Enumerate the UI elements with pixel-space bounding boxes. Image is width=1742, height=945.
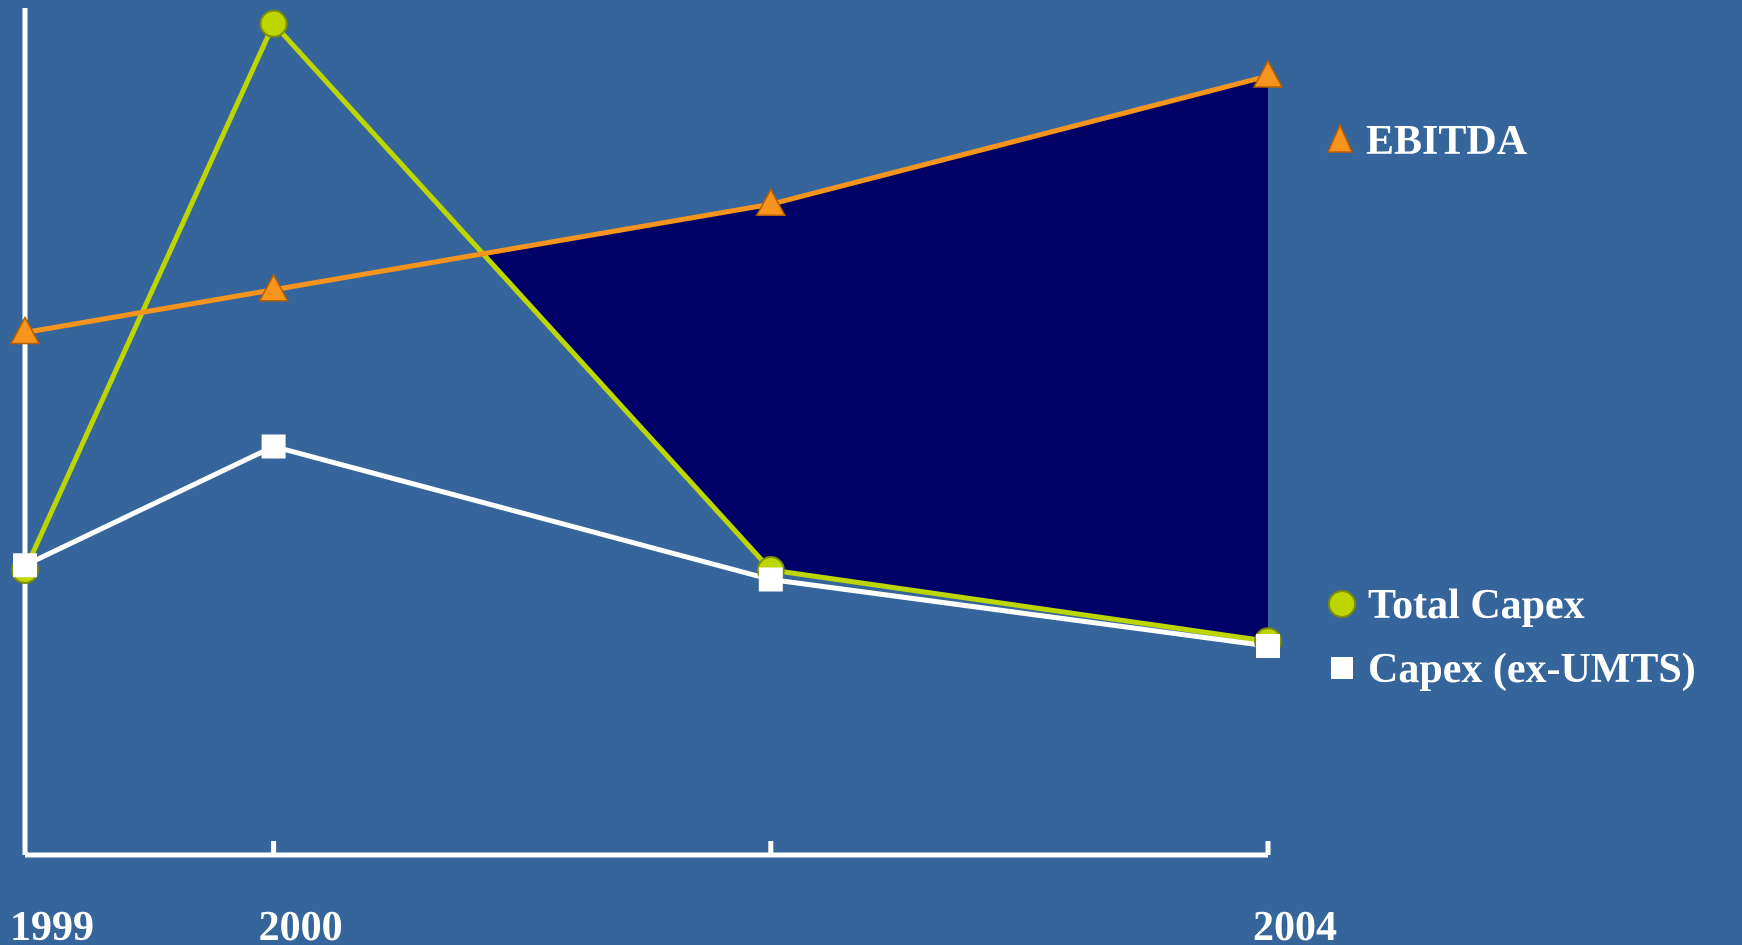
- series-line-ebitda: [24, 73, 1269, 335]
- point-ebitda-2002: [755, 187, 787, 216]
- legend-label-capex-ex-umts: Capex (ex-UMTS): [1368, 646, 1696, 692]
- legend-label-ebitda: EBITDA: [1366, 118, 1528, 164]
- legend-marker-total-capex: [1328, 590, 1356, 618]
- x-tick-label: 1999: [10, 904, 94, 945]
- series-line-total-capex: [22, 21, 1269, 644]
- shaded-gap-area: [482, 76, 1268, 642]
- point-total-capex-2000: [259, 9, 288, 38]
- legend-label-total-capex: Total Capex: [1368, 582, 1585, 628]
- legend-marker-capex-ex-umts: [1331, 657, 1353, 679]
- point-ebitda-2000: [258, 273, 289, 302]
- x-tick-label: 2000: [259, 904, 343, 945]
- point-capex-ex-umts-2002: [758, 567, 783, 592]
- point-capex-ex-umts-2004: [1256, 634, 1280, 658]
- x-tick-label: 2004: [1253, 904, 1337, 945]
- point-ebitda-2004: [1252, 59, 1284, 88]
- point-ebitda-1999: [9, 315, 41, 345]
- legend-marker-ebitda: [1326, 123, 1354, 153]
- point-capex-ex-umts-2000: [261, 434, 286, 459]
- series-line-capex-ex-umts: [23, 444, 1269, 649]
- point-capex-ex-umts-1999: [13, 553, 37, 578]
